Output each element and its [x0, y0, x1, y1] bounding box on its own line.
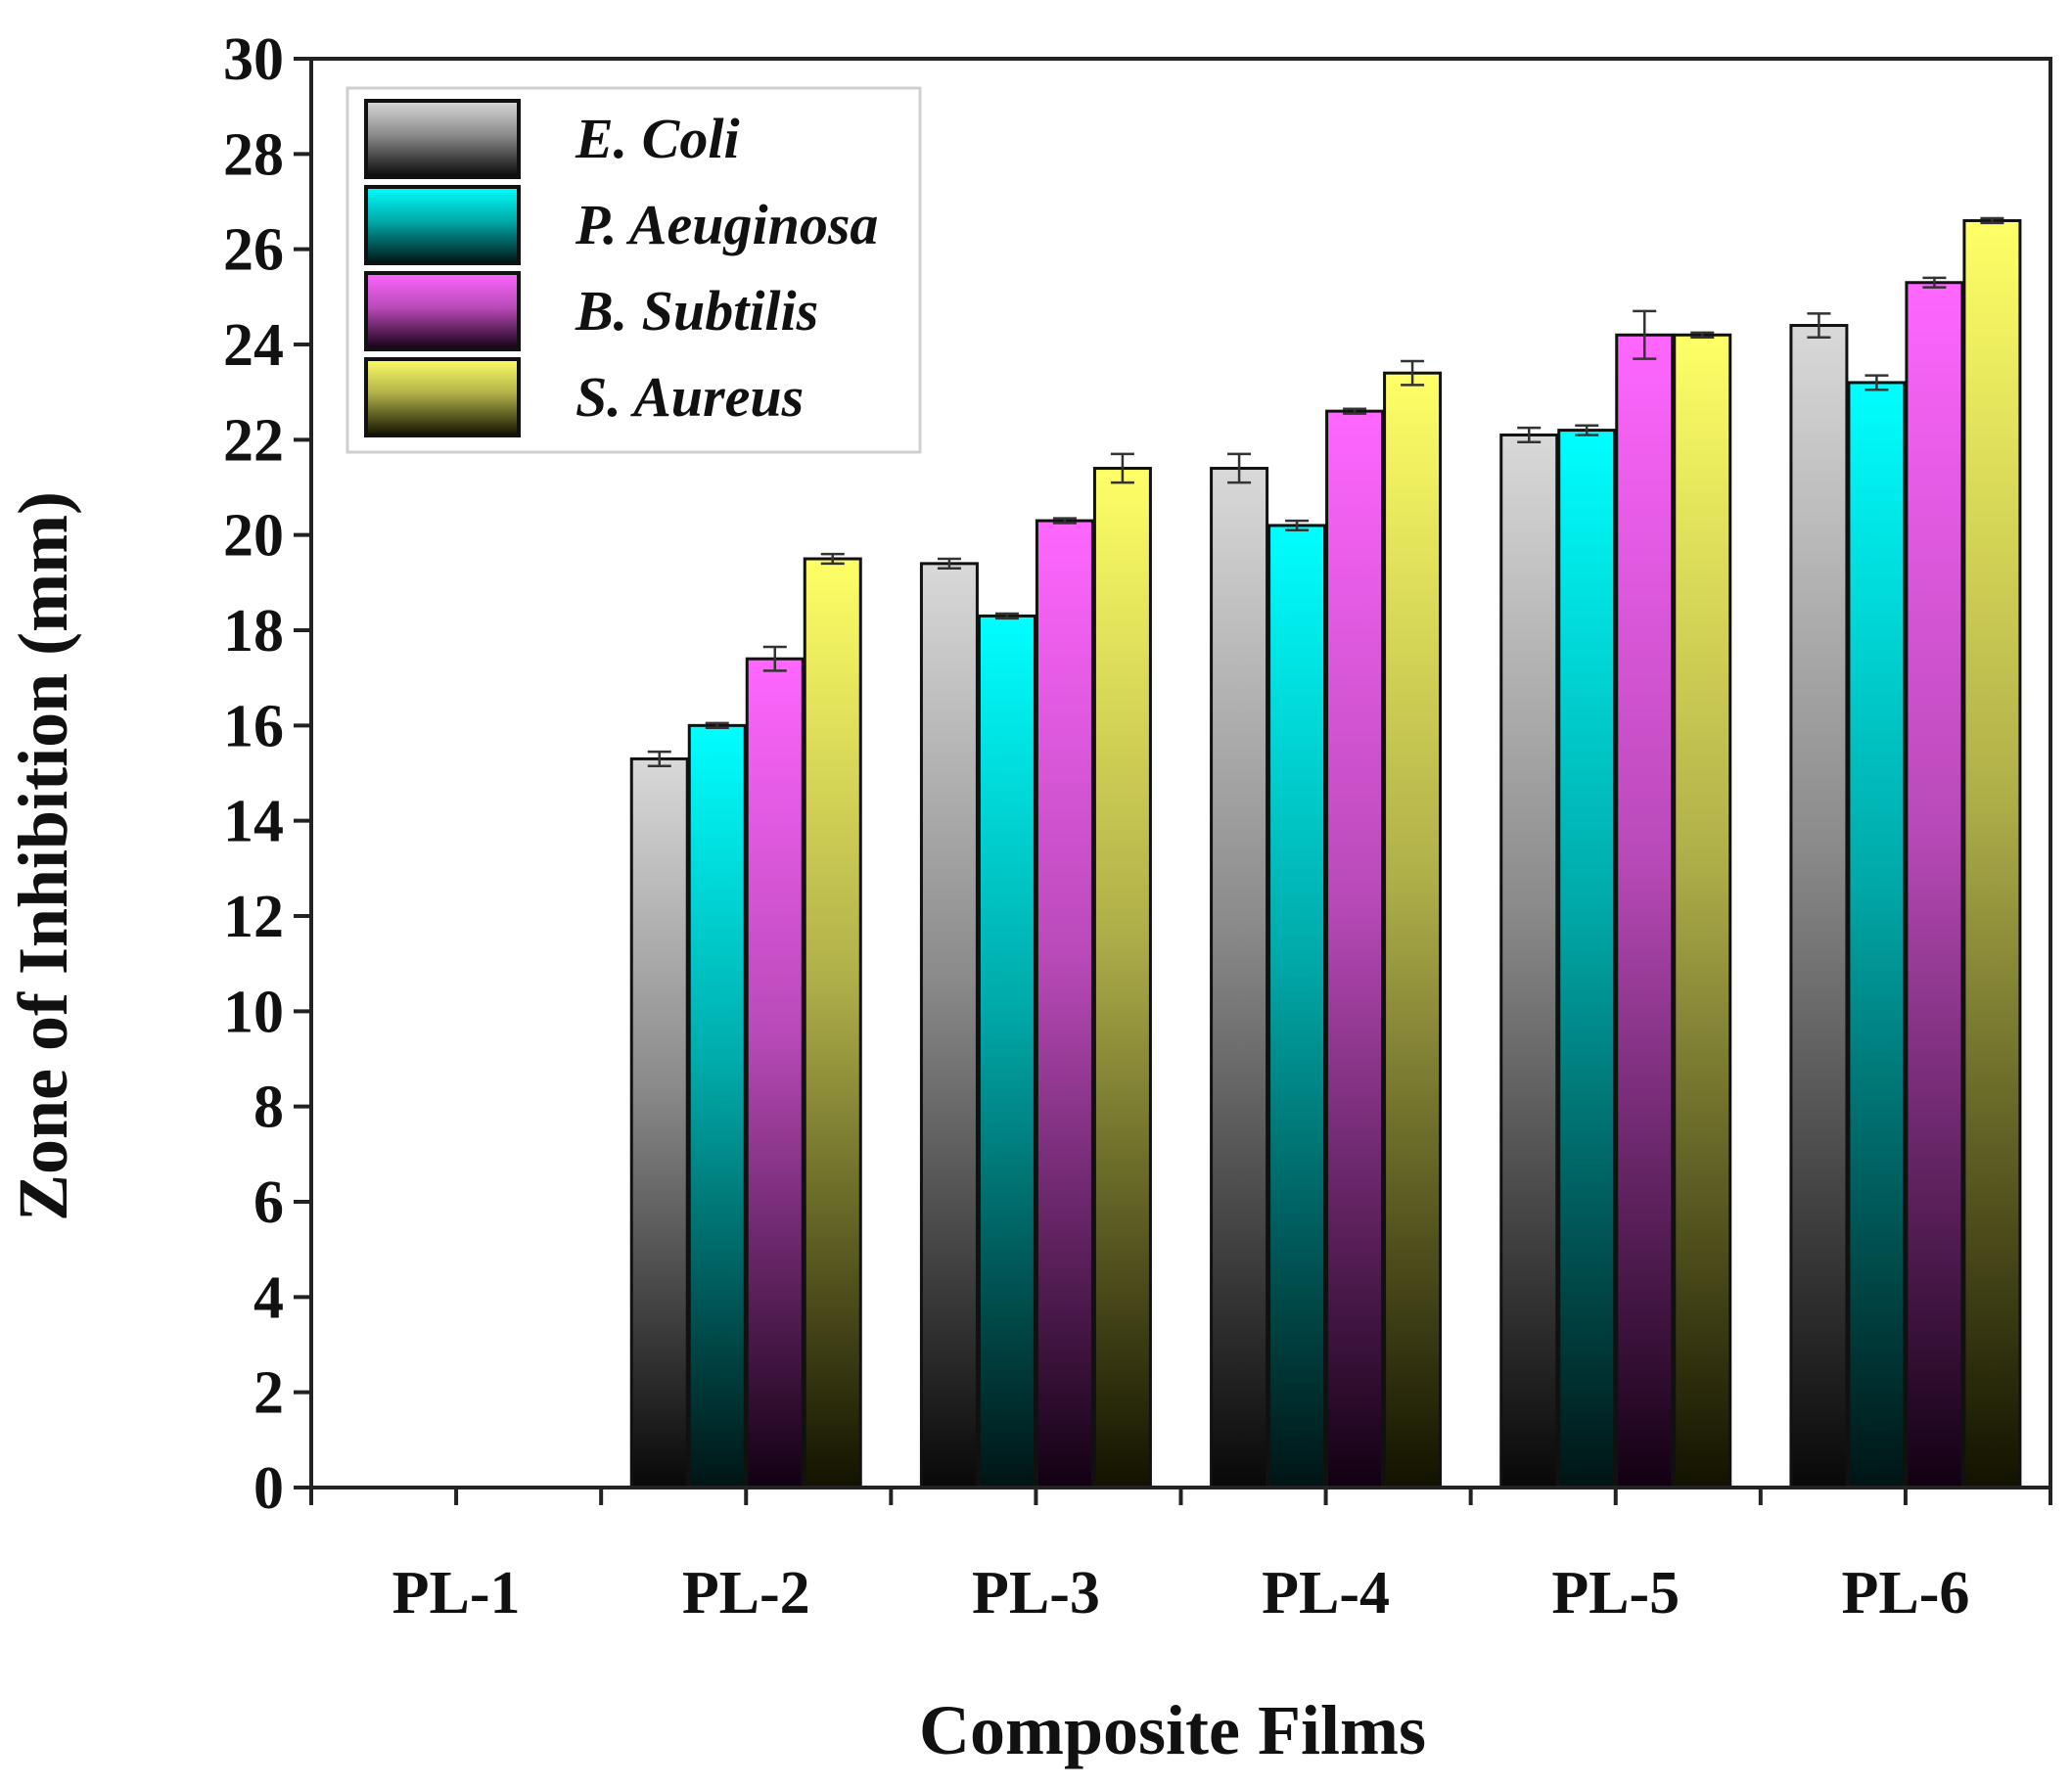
- x-axis-title: Composite Films: [919, 1691, 1426, 1769]
- bar: [1673, 333, 1732, 1489]
- error-bar: [1575, 424, 1599, 436]
- legend: E. Coli P. Aeuginosa B. Subtilis S. Aureus: [345, 86, 922, 454]
- legend-swatch: [364, 185, 521, 265]
- x-tick-label: PL-5: [1551, 1560, 1680, 1627]
- bar: [977, 614, 1036, 1489]
- y-tick-label: 2: [253, 1360, 284, 1427]
- bar: [1557, 429, 1617, 1489]
- error-bar: [762, 645, 787, 672]
- bar: [1847, 381, 1907, 1489]
- bar: [1035, 519, 1094, 1489]
- error-bar: [1865, 374, 1889, 391]
- error-bar: [1807, 312, 1831, 339]
- bar: [1789, 324, 1849, 1489]
- error-bar: [1980, 216, 2004, 225]
- legend-label: S. Aureus: [576, 365, 804, 429]
- bar: [745, 657, 805, 1489]
- bar: [1267, 524, 1327, 1489]
- y-tick-label: 10: [223, 979, 284, 1045]
- error-bar: [1633, 309, 1657, 360]
- bar: [1092, 467, 1152, 1489]
- error-bars-layer: [647, 216, 2004, 767]
- bar: [1325, 409, 1385, 1489]
- y-tick-label: 12: [223, 884, 284, 950]
- bar: [1905, 281, 1964, 1489]
- error-bar: [820, 552, 845, 566]
- y-tick-label: 8: [253, 1075, 284, 1141]
- bar: [1383, 371, 1443, 1489]
- y-tick-label: 16: [223, 693, 284, 759]
- y-tick-label: 4: [253, 1264, 284, 1331]
- error-bar: [1401, 359, 1425, 387]
- y-tick-label: 28: [223, 121, 284, 188]
- bar: [803, 557, 862, 1489]
- error-bar: [647, 750, 671, 767]
- error-bar: [1922, 276, 1947, 289]
- error-bar: [705, 721, 729, 730]
- x-tick-label: PL-1: [392, 1560, 521, 1627]
- y-axis-title: Zone of Inhibition (mm): [4, 491, 82, 1221]
- y-tick-label: 24: [223, 312, 284, 379]
- y-tick-label: 30: [223, 26, 284, 93]
- error-bar: [1690, 331, 1715, 339]
- x-tick-label: PL-3: [972, 1560, 1100, 1627]
- y-tick-label: 20: [223, 503, 284, 570]
- legend-swatch: [364, 271, 521, 351]
- bar: [919, 562, 979, 1489]
- y-tick-label: 22: [223, 407, 284, 474]
- y-tick-label: 6: [253, 1169, 284, 1236]
- error-bar: [1285, 519, 1310, 532]
- error-bar: [1110, 452, 1134, 484]
- bars-layer: [629, 218, 2022, 1489]
- bar: [1210, 467, 1269, 1489]
- bar: [1499, 433, 1559, 1489]
- x-tick-label: PL-2: [682, 1560, 810, 1627]
- bar: [1962, 218, 2022, 1489]
- error-bar: [1052, 517, 1077, 525]
- error-bar: [1517, 426, 1542, 444]
- x-tick-label: PL-4: [1262, 1560, 1390, 1627]
- y-tick-label: 0: [253, 1455, 284, 1522]
- error-bar: [937, 557, 961, 570]
- error-bar: [1227, 452, 1252, 484]
- bar: [629, 756, 689, 1489]
- bar: [687, 723, 747, 1489]
- error-bar: [1343, 407, 1367, 415]
- error-bar: [994, 612, 1019, 620]
- y-tick-label: 14: [223, 789, 284, 855]
- legend-swatch: [364, 99, 521, 179]
- y-tick-label: 18: [223, 598, 284, 664]
- legend-label: P. Aeuginosa: [575, 193, 878, 256]
- legend-swatch: [364, 357, 521, 437]
- y-tick-label: 26: [223, 217, 284, 284]
- legend-label: E. Coli: [575, 107, 740, 170]
- x-tick-label: PL-6: [1841, 1560, 1969, 1627]
- bar: [1615, 333, 1675, 1489]
- legend-label: B. Subtilis: [575, 279, 818, 343]
